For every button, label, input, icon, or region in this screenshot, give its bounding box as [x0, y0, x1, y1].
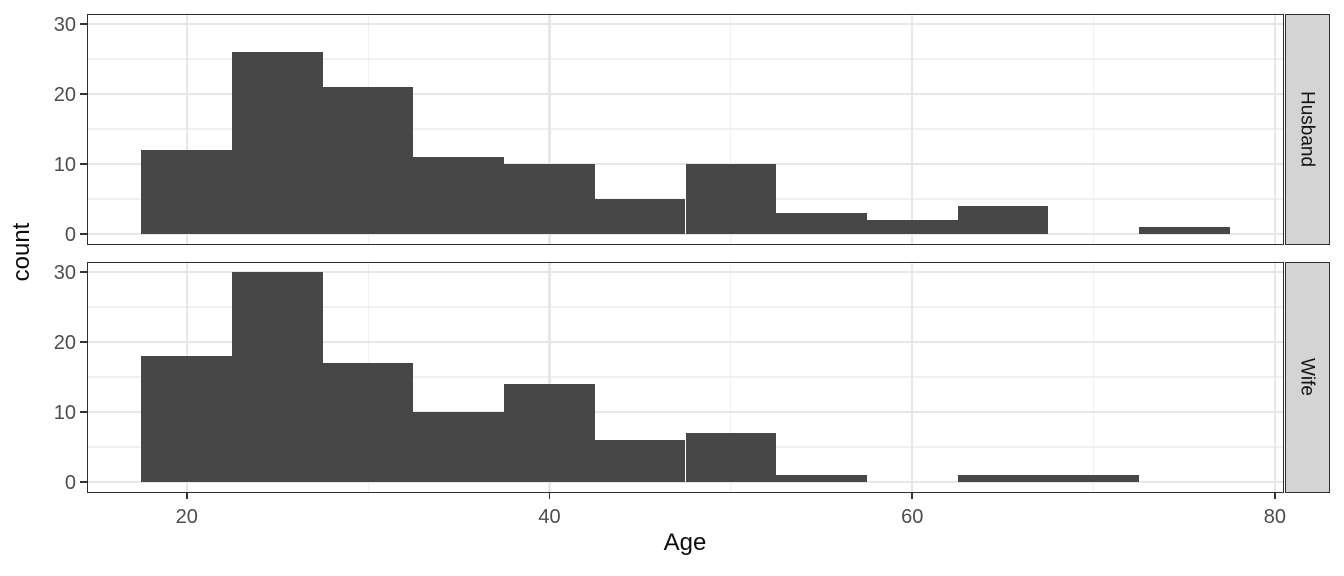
y-axis-tick-label: 20 [53, 332, 76, 354]
y-minor-gridline [87, 376, 1284, 378]
x-axis-title: Age [663, 529, 707, 556]
panel-border [87, 261, 1284, 493]
y-axis-title: count [8, 222, 35, 282]
histogram-bar [594, 199, 686, 234]
histogram-bar [504, 384, 595, 482]
y-axis-tick-label: 10 [53, 402, 76, 424]
histogram-bar [232, 272, 323, 482]
histogram-bar [141, 150, 233, 234]
y-major-gridline [87, 22, 1284, 26]
histogram-bar [594, 440, 686, 482]
y-minor-gridline [87, 306, 1284, 308]
y-tick-mark [80, 271, 87, 273]
histogram-bar [232, 52, 323, 234]
y-axis-tick-label: 0 [64, 472, 76, 494]
x-axis-tick-label: 40 [538, 506, 561, 528]
y-major-gridline [87, 162, 1284, 166]
histogram-bar [413, 412, 505, 482]
histogram-bar [776, 213, 867, 234]
y-tick-mark [80, 163, 87, 165]
histogram-bar [685, 164, 777, 234]
x-tick-mark [185, 492, 188, 499]
y-tick-mark [80, 341, 87, 343]
histogram-bar [1138, 227, 1230, 234]
x-major-gridline [911, 13, 914, 245]
histogram-bar [866, 220, 958, 234]
y-major-gridline [87, 410, 1284, 414]
x-major-gridline [185, 13, 188, 245]
y-tick-mark [80, 93, 87, 95]
facet-strip-label: Wife [1296, 358, 1318, 396]
y-major-gridline [87, 92, 1284, 96]
x-major-gridline [1273, 13, 1277, 245]
facet-strip-husband: Husband [1284, 13, 1330, 245]
x-axis-tick-label: 80 [1263, 506, 1287, 528]
histogram-bar [322, 87, 414, 234]
histogram-bar [322, 363, 414, 482]
x-tick-mark [1274, 492, 1276, 499]
y-tick-mark [80, 481, 87, 483]
y-minor-gridline [87, 58, 1284, 60]
facet-panel-wife [87, 261, 1284, 493]
y-major-gridline [87, 340, 1284, 344]
x-tick-mark [911, 492, 914, 499]
x-major-gridline [911, 261, 914, 493]
y-axis-tick-label: 10 [53, 154, 76, 176]
histogram-bar [957, 206, 1049, 234]
histogram-bar [776, 475, 867, 482]
x-major-gridline [1273, 261, 1277, 493]
histogram-bar [141, 356, 233, 482]
y-tick-mark [80, 233, 87, 235]
y-axis-tick-label: 0 [64, 224, 76, 246]
y-axis-tick-label: 20 [53, 84, 76, 106]
x-tick-mark [548, 492, 551, 499]
x-major-gridline [548, 13, 551, 245]
y-tick-mark [80, 411, 87, 413]
x-axis-tick-label: 20 [175, 506, 198, 528]
panel-border [87, 13, 1284, 245]
histogram-bar [957, 475, 1049, 482]
facet-panel-husband [87, 13, 1284, 245]
histogram-bar [1048, 475, 1139, 482]
x-axis-tick-label: 60 [901, 506, 924, 528]
histogram-bar [504, 164, 595, 234]
y-major-gridline [87, 270, 1284, 274]
histogram-bar [413, 157, 505, 234]
y-tick-mark [80, 23, 87, 25]
facet-strip-wife: Wife [1284, 261, 1330, 493]
y-axis-tick-label: 30 [53, 262, 76, 284]
y-axis-tick-label: 30 [53, 14, 76, 36]
y-minor-gridline [87, 128, 1284, 130]
histogram-bar [685, 433, 777, 482]
x-major-gridline [548, 261, 551, 493]
facet-strip-label: Husband [1296, 90, 1318, 168]
